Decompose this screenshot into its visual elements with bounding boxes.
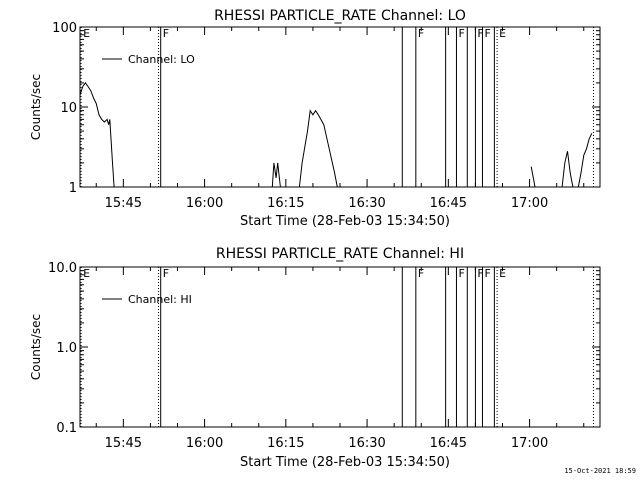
chart-1-xtick-label: 16:45 [430, 196, 467, 211]
chart-2-ytick-label: 1.0 [56, 341, 77, 356]
chart-1-series-line [577, 132, 593, 188]
chart-2-ytick-label: 10.0 [48, 261, 77, 276]
chart-1-xtick-label: 15:45 [105, 196, 142, 211]
chart-2-event-label: F [458, 267, 464, 280]
chart-1-ytick-label: 100 [52, 21, 77, 36]
chart-2-xtick-label: 16:30 [348, 436, 385, 451]
chart-1-series-line [271, 162, 281, 188]
chart-2-ylabel: Counts/sec [29, 314, 43, 380]
chart-1-event-label: F [484, 27, 490, 40]
chart-2-ytick-label: 0.1 [56, 421, 77, 436]
chart-1-xlabel: Start Time (28-Feb-03 15:34:50) [240, 214, 450, 229]
chart-1-xtick-label: 17:00 [511, 196, 548, 211]
chart-2-event-label: F [484, 267, 490, 280]
chart-2-xtick-label: 15:45 [105, 436, 142, 451]
chart-1-ylabel: Counts/sec [29, 74, 43, 140]
chart-1-series-line [298, 109, 338, 188]
chart-1-title: RHESSI PARTICLE_RATE Channel: LO [214, 8, 466, 24]
chart-1-event-label: F [477, 27, 483, 40]
chart-2-xtick-label: 16:00 [186, 436, 223, 451]
chart-1-ytick-label: 10 [60, 101, 77, 116]
chart-1-event-label: F [458, 27, 464, 40]
page-timestamp: 15-Oct-2021 18:59 [564, 467, 636, 475]
chart-2-xtick-label: 17:00 [511, 436, 548, 451]
chart-2-title: RHESSI PARTICLE_RATE Channel: HI [216, 246, 464, 262]
chart-2-plot-frame [79, 266, 601, 428]
chart-2-event-label: E [83, 267, 90, 280]
chart-1-event-label: E [83, 27, 90, 40]
chart-1-event-label: E [499, 27, 506, 40]
chart-1-legend-label: Channel: LO [128, 53, 195, 66]
chart-1-event-label: F [163, 27, 169, 40]
chart-2-legend-label: Channel: HI [128, 293, 192, 306]
chart-1-series-line [561, 151, 574, 188]
chart-1-ytick-label: 1 [69, 181, 77, 196]
chart-2-xtick-label: 16:45 [430, 436, 467, 451]
chart-1-plot-frame [79, 26, 601, 188]
chart-2-event-label: F [477, 267, 483, 280]
chart-2-event-label: F [163, 267, 169, 280]
chart-1-series-line [530, 166, 536, 188]
chart-2-event-label: F [418, 267, 424, 280]
chart-2-xlabel: Start Time (28-Feb-03 15:34:50) [240, 455, 450, 470]
chart-1-event-label: F [418, 27, 424, 40]
chart-1-xtick-label: 16:30 [348, 196, 385, 211]
chart-2-xtick-label: 16:15 [267, 436, 304, 451]
chart-2-event-label: E [499, 267, 506, 280]
chart-1-xtick-label: 16:00 [186, 196, 223, 211]
chart-1-series-line [79, 82, 115, 188]
chart-1-xtick-label: 16:15 [267, 196, 304, 211]
